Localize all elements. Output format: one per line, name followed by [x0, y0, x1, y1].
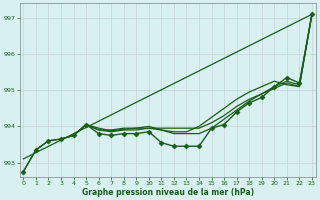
- X-axis label: Graphe pression niveau de la mer (hPa): Graphe pression niveau de la mer (hPa): [82, 188, 254, 197]
